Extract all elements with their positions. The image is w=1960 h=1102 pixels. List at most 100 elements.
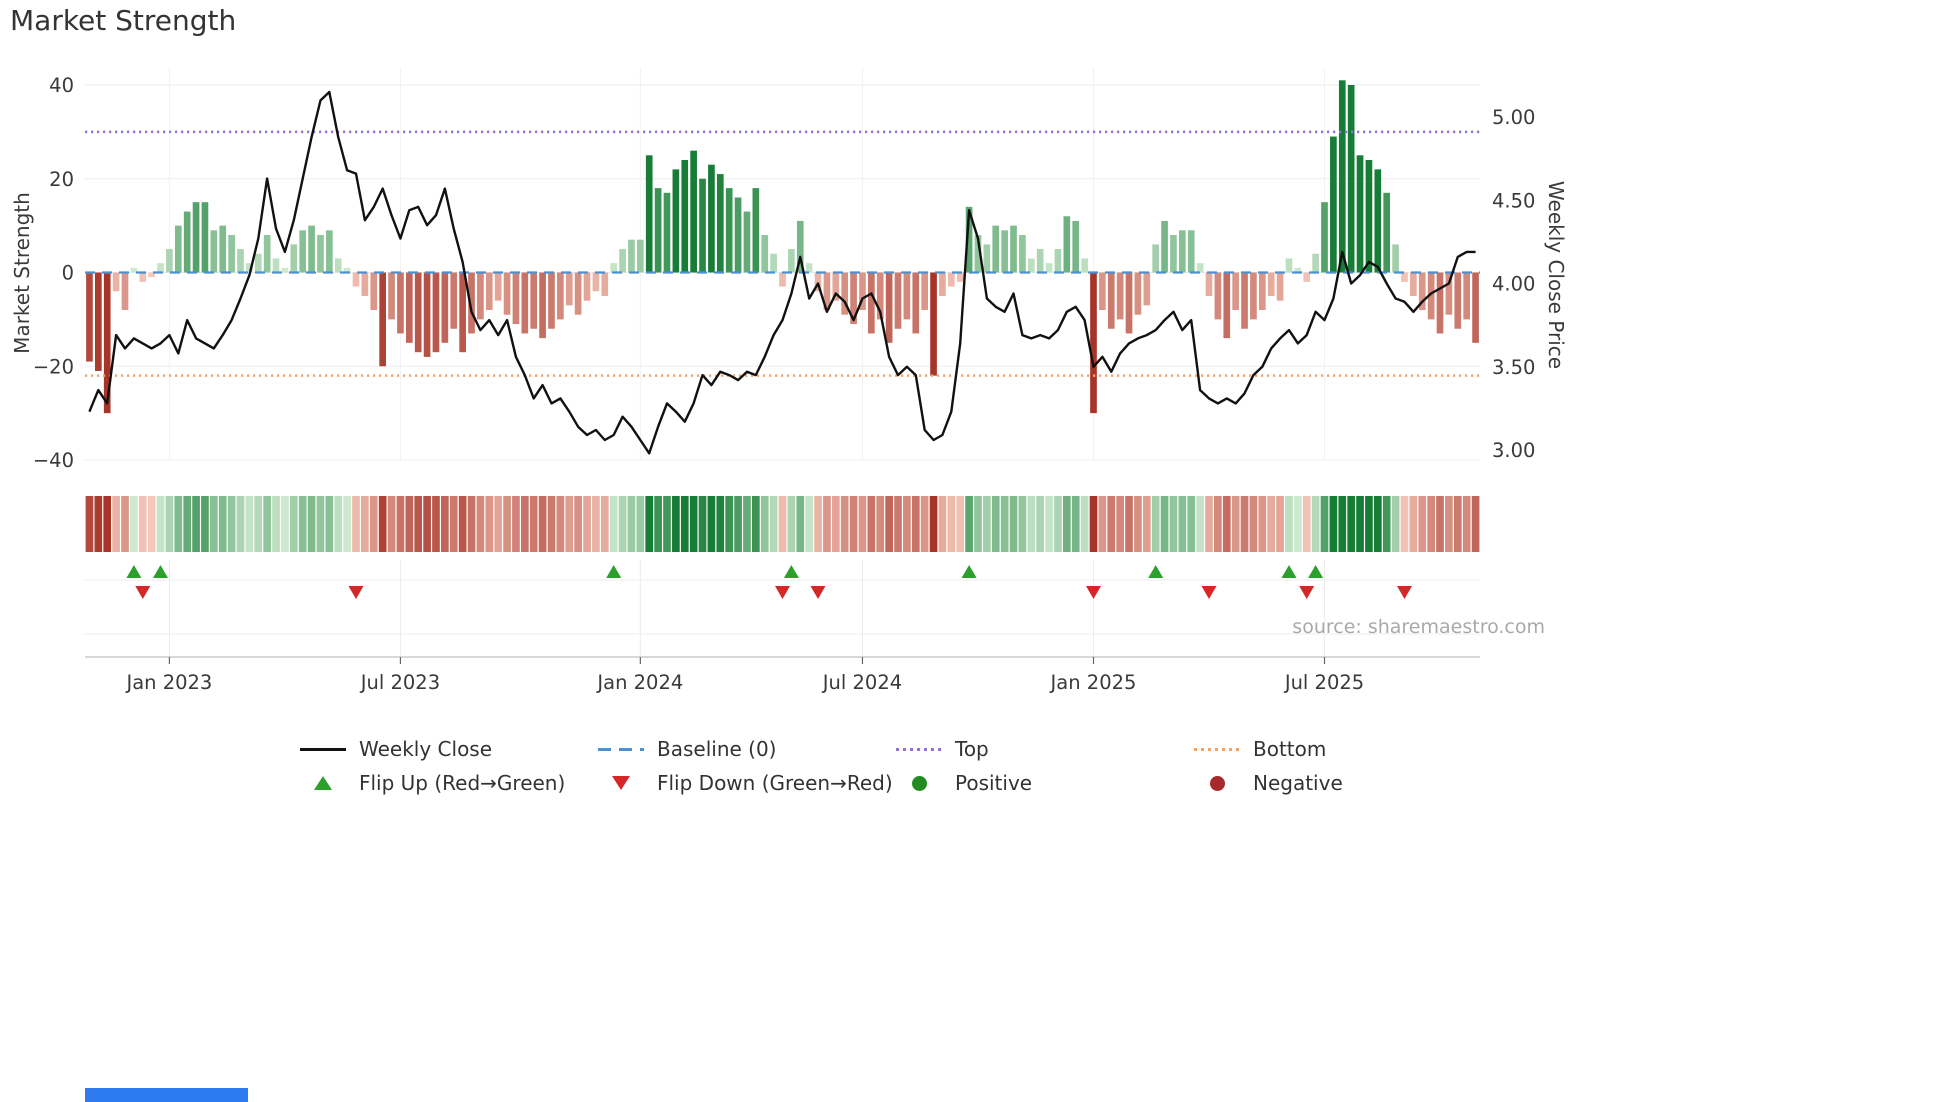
strength-bar <box>841 272 849 315</box>
heatmap-cell <box>876 496 885 552</box>
heatmap-cell <box>1080 496 1089 552</box>
heatmap-cell <box>787 496 796 552</box>
strength-bar <box>86 272 93 362</box>
strength-bar <box>752 188 760 273</box>
x-tick-label: Jan 2023 <box>124 671 212 694</box>
heatmap-cell <box>716 496 725 552</box>
strength-bar <box>494 272 502 301</box>
heatmap-cell <box>1027 496 1036 552</box>
strength-bar <box>450 272 458 329</box>
strength-bar <box>814 272 822 292</box>
heatmap-cell <box>476 496 485 552</box>
heatmap-cell <box>1320 496 1329 552</box>
heatmap-cell <box>1427 496 1435 552</box>
flip-down-marker <box>348 586 364 599</box>
heatmap-cell <box>307 496 316 552</box>
legend-label-flip-up: Flip Up (Red→Green) <box>359 771 566 795</box>
flip-down-marker <box>1201 586 1217 599</box>
strength-bar <box>1241 272 1248 329</box>
strength-bar <box>708 164 715 273</box>
heatmap-cell <box>485 496 494 552</box>
heatmap-cell <box>449 496 458 552</box>
right-tick-label: 4.50 <box>1492 189 1535 212</box>
strength-bar <box>308 225 315 273</box>
strength-bar <box>1099 272 1106 310</box>
top-dotted-swatch <box>896 739 942 759</box>
left-tick-label: −20 <box>33 355 74 378</box>
heatmap-cell <box>147 496 156 552</box>
strength-bar <box>947 272 955 287</box>
heatmap-cell <box>520 496 529 552</box>
strength-bar <box>441 272 449 343</box>
strength-bar <box>974 235 982 273</box>
right-tick-label: 5.00 <box>1492 106 1535 129</box>
baseline-dash-swatch <box>598 739 644 759</box>
heatmap-cell <box>378 496 387 552</box>
heatmap-cell <box>316 496 325 552</box>
heatmap-cell <box>1276 496 1284 552</box>
heatmap-cell <box>805 496 813 552</box>
strength-bar <box>281 267 289 273</box>
bottom-dotted-swatch <box>1194 739 1240 759</box>
heatmap-cell <box>503 496 511 552</box>
heatmap-cell <box>1445 496 1453 552</box>
flip-up-marker <box>153 565 168 578</box>
strength-bar <box>228 235 235 273</box>
strength-bar <box>859 272 866 310</box>
strength-bar <box>1392 244 1399 273</box>
strength-bar <box>477 272 484 320</box>
strength-bar <box>992 225 1000 273</box>
heatmap-cell <box>112 496 120 552</box>
strength-bar <box>521 272 529 334</box>
heatmap-cell <box>1134 496 1142 552</box>
strength-bar <box>583 272 591 301</box>
strength-bar <box>1116 272 1124 320</box>
legend-label-negative: Negative <box>1253 771 1343 795</box>
strength-bar <box>1072 220 1080 273</box>
strength-bar <box>1125 272 1133 334</box>
strength-bar <box>1143 272 1151 306</box>
legend-item-bottom: Bottom <box>1194 737 1492 761</box>
heatmap-cell <box>352 496 360 552</box>
heatmap-cell <box>1054 496 1062 552</box>
legend-item-negative: Negative <box>1194 771 1492 795</box>
x-tick-label: Jan 2025 <box>1049 671 1137 694</box>
heatmap-cell <box>538 496 547 552</box>
heatmap-cell <box>334 496 343 552</box>
strength-bar <box>1267 272 1275 296</box>
heatmap-cell <box>769 496 778 552</box>
heatmap-cell <box>281 496 289 552</box>
heatmap-cell <box>1258 496 1267 552</box>
strength-bar <box>956 272 964 282</box>
strength-bar <box>565 272 573 306</box>
strength-bar <box>405 272 413 343</box>
heatmap-cell <box>121 496 129 552</box>
heatmap-cell <box>1436 496 1444 552</box>
heatmap-cell <box>1311 496 1320 552</box>
flip-up-marker <box>1148 565 1164 578</box>
strength-bar <box>1179 230 1186 273</box>
strength-bar <box>832 272 840 301</box>
heatmap-cell <box>1196 496 1204 552</box>
heatmap-cell <box>840 496 849 552</box>
strength-bar <box>512 272 520 325</box>
heatmap-cell <box>432 496 440 552</box>
x-tick-label: Jan 2024 <box>595 671 683 694</box>
flip-down-marker <box>775 586 790 599</box>
heatmap-cell <box>592 496 600 552</box>
heatmap-cell <box>983 496 991 552</box>
weekly-close-line <box>88 90 1476 455</box>
strength-bar <box>530 272 538 329</box>
strength-bar <box>876 272 884 320</box>
heatmap-cell <box>858 496 867 552</box>
strength-bar <box>379 272 386 367</box>
heatmap-cell <box>272 496 280 552</box>
heatmap-cell <box>725 496 734 552</box>
heatmap-cell <box>609 496 618 552</box>
strength-bar <box>734 197 742 273</box>
heatmap-cell <box>343 496 351 552</box>
strength-bar <box>299 230 307 273</box>
left-tick-label: −40 <box>33 449 74 472</box>
strength-bar <box>1205 272 1213 296</box>
